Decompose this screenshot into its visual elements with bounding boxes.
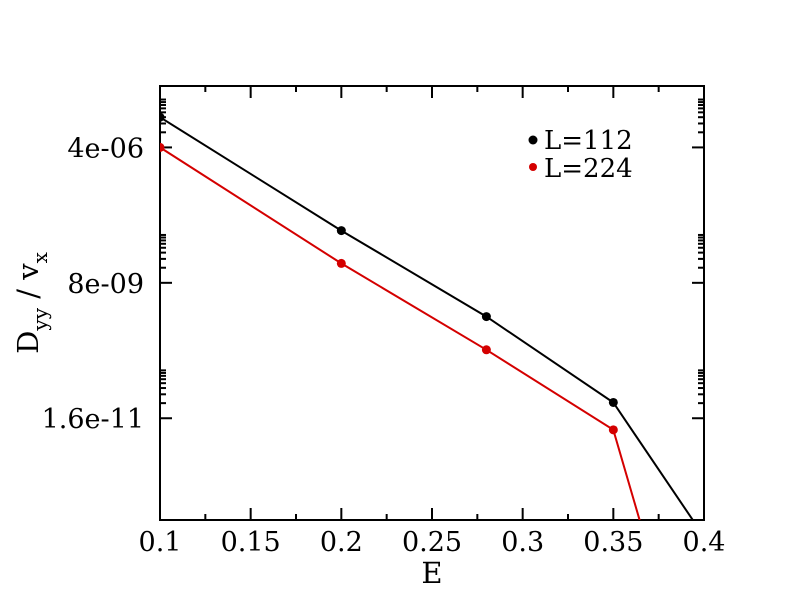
y-axis-ticks: 4e-06 8e-09 1.6e-11 — [42, 98, 704, 435]
x-axis-title: E — [421, 556, 442, 590]
data-point — [336, 258, 346, 268]
series-layer — [160, 112, 695, 520]
y-axis-title-sep: / v — [11, 263, 45, 308]
legend: L=112 L=224 — [528, 126, 633, 184]
data-point — [481, 312, 491, 322]
legend-marker-l224 — [529, 163, 537, 171]
data-point — [160, 142, 165, 152]
x-tick-label: 0.15 — [221, 527, 281, 558]
series-line — [160, 146, 641, 520]
x-tick-label: 0.4 — [683, 527, 726, 558]
y-axis-title-sub1: yy — [28, 307, 52, 331]
data-point — [608, 425, 618, 435]
x-tick-label: 0.2 — [320, 527, 363, 558]
x-tick-label: 0.25 — [402, 527, 462, 558]
data-point — [481, 345, 491, 355]
data-point — [336, 226, 346, 236]
legend-marker-l112 — [528, 135, 538, 145]
data-point — [608, 397, 618, 407]
series-1 — [160, 142, 641, 520]
legend-label-l112: L=112 — [544, 126, 633, 156]
y-tick-label: 1.6e-11 — [42, 404, 144, 435]
x-tick-label: 0.35 — [583, 527, 643, 558]
data-point — [160, 112, 165, 122]
x-tick-label: 0.3 — [501, 527, 544, 558]
y-axis-title: Dyy / vx — [11, 251, 52, 353]
x-tick-label: 0.1 — [139, 527, 182, 558]
x-axis-ticks: 0.1 0.15 0.2 0.25 0.3 0.35 0.4 — [139, 86, 726, 558]
series-0 — [160, 112, 695, 520]
y-axis-title-main: D — [11, 331, 45, 354]
y-tick-label: 8e-09 — [67, 269, 144, 300]
legend-label-l224: L=224 — [544, 154, 633, 184]
y-axis-title-sub2: x — [28, 251, 52, 263]
y-tick-label: 4e-06 — [67, 133, 144, 164]
